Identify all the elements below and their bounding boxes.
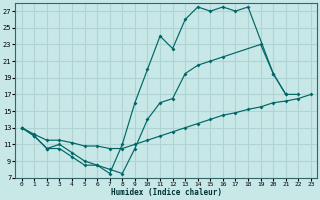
X-axis label: Humidex (Indice chaleur): Humidex (Indice chaleur)	[111, 188, 222, 197]
